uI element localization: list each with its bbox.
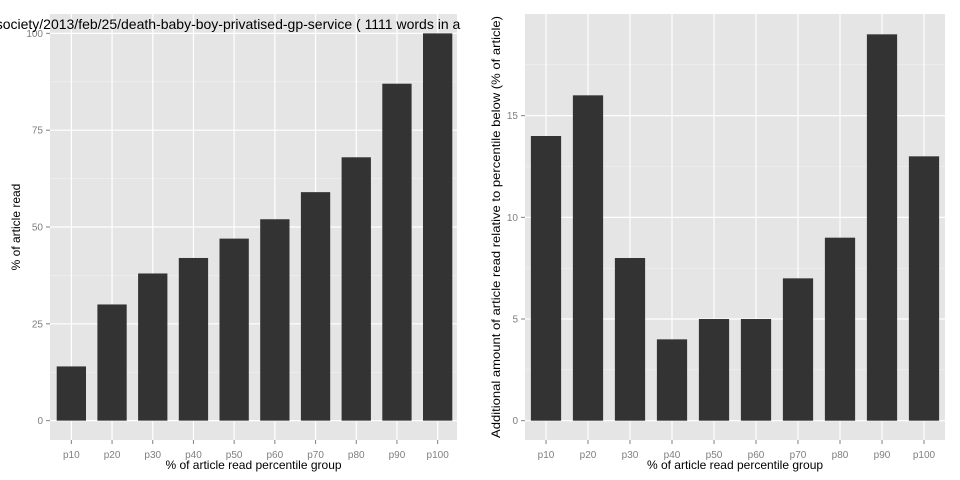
bar-p90 bbox=[382, 83, 412, 421]
x-tick-label: p10 bbox=[538, 450, 555, 461]
bar-p90 bbox=[866, 34, 898, 421]
bar-p60 bbox=[740, 319, 772, 421]
x-tick-label: p40 bbox=[664, 450, 681, 461]
chart-right: 0 5 10 15 p10 p20 p30 p40 p50 p60 p70 p80 p90 p100 % o… bbox=[489, 14, 945, 472]
bar-p40 bbox=[656, 339, 688, 421]
y-tick-label: 25 bbox=[32, 319, 44, 330]
y-axis-title: Additional amount of article read relati… bbox=[489, 16, 503, 438]
bar-p100 bbox=[908, 156, 940, 421]
y-tick-label: 15 bbox=[507, 111, 519, 122]
x-tick-label: p60 bbox=[267, 450, 284, 461]
x-tick-label: p20 bbox=[580, 450, 597, 461]
bar-p20 bbox=[572, 95, 604, 421]
x-tick-label: p60 bbox=[748, 450, 765, 461]
y-tick-label: 50 bbox=[32, 223, 44, 234]
x-axis-title: % of article read percentile group bbox=[165, 458, 341, 472]
x-tick-label: p10 bbox=[63, 450, 80, 461]
bar-p30 bbox=[138, 273, 168, 421]
x-tick-label: p30 bbox=[144, 450, 161, 461]
x-tick-label: p100 bbox=[427, 450, 450, 461]
x-tick-label: p80 bbox=[348, 450, 365, 461]
y-axis-title: % of article read bbox=[9, 184, 23, 271]
x-tick-label: p70 bbox=[307, 450, 324, 461]
y-tick-label: 5 bbox=[512, 315, 518, 326]
y-tick-label: 75 bbox=[32, 126, 44, 137]
y-tick-label: 0 bbox=[37, 416, 43, 427]
bar-p70 bbox=[782, 278, 814, 421]
bar-p80 bbox=[824, 237, 856, 421]
bar-p30 bbox=[614, 258, 646, 421]
y-tick-label: 0 bbox=[512, 416, 518, 427]
y-tick-label: 100 bbox=[26, 29, 43, 40]
bar-p20 bbox=[97, 304, 127, 421]
bar-p50 bbox=[698, 319, 730, 421]
x-tick-label: p20 bbox=[104, 450, 121, 461]
bar-p50 bbox=[219, 238, 249, 421]
x-tick-label: p100 bbox=[913, 450, 936, 461]
x-tick-label: p30 bbox=[622, 450, 639, 461]
y-tick-label: 10 bbox=[507, 213, 519, 224]
bar-p70 bbox=[300, 192, 331, 421]
x-tick-label: p40 bbox=[185, 450, 202, 461]
chart-left: 0 25 50 75 100 p10 p20 p30 p40 p50 p60 p70 p80 p90 p10… bbox=[0, 14, 461, 472]
x-tick-label: p70 bbox=[790, 450, 807, 461]
bar-p40 bbox=[178, 257, 209, 421]
bar-p80 bbox=[341, 157, 371, 421]
x-tick-label: p90 bbox=[389, 450, 406, 461]
bar-p60 bbox=[260, 219, 290, 421]
bar-p100 bbox=[422, 33, 453, 421]
x-tick-label: p80 bbox=[832, 450, 849, 461]
x-tick-label: p50 bbox=[226, 450, 243, 461]
chart-title: society/2013/feb/25/death-baby-boy-priva… bbox=[0, 16, 461, 32]
x-axis-title: % of article read percentile group bbox=[647, 458, 823, 472]
bar-p10 bbox=[530, 136, 562, 421]
x-tick-label: p90 bbox=[874, 450, 891, 461]
bar-p10 bbox=[56, 366, 87, 421]
x-tick-label: p50 bbox=[706, 450, 723, 461]
